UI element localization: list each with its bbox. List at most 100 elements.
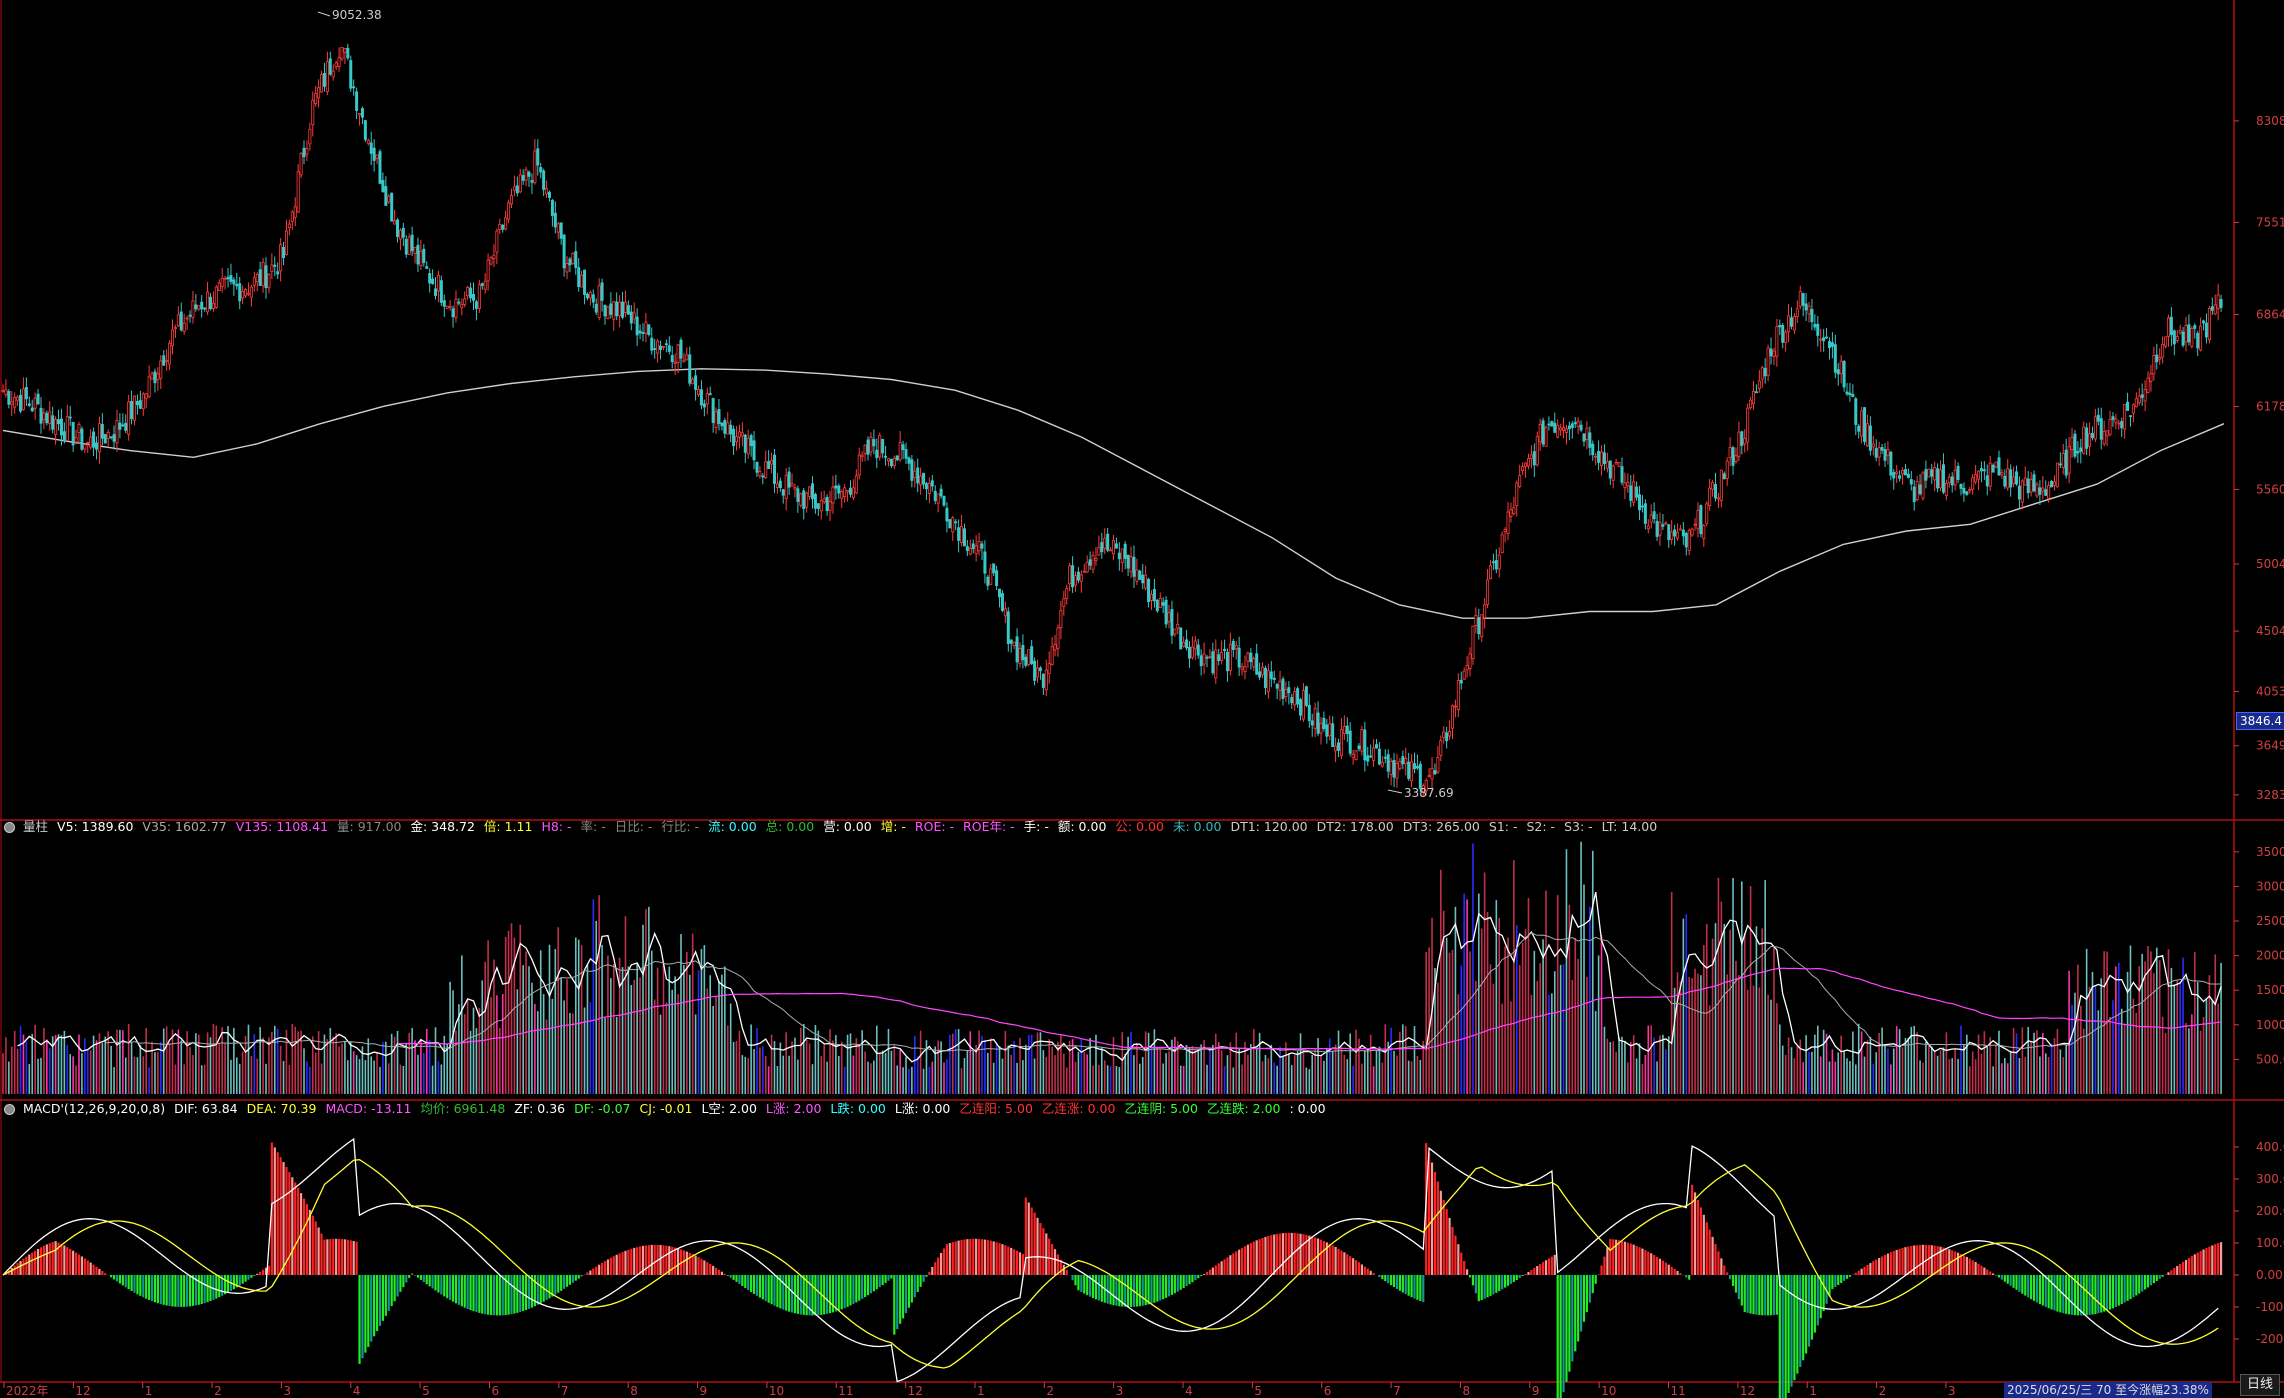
candle-body xyxy=(2073,433,2077,457)
candle-body xyxy=(518,174,522,193)
candle-body xyxy=(1977,470,1981,480)
candle-body xyxy=(2202,320,2206,324)
candle-body xyxy=(1939,469,1943,489)
period-tab-daily[interactable]: 日线 xyxy=(2240,1374,2280,1396)
high-marker-line xyxy=(317,11,331,17)
candle-body xyxy=(1486,579,1490,605)
candle-body xyxy=(1930,469,1934,477)
candle-body xyxy=(1240,666,1244,670)
candle-body xyxy=(279,244,283,272)
candle-body xyxy=(206,291,210,313)
candle-body xyxy=(2219,299,2223,308)
candle-body xyxy=(2146,377,2150,393)
candle-body xyxy=(1427,775,1431,777)
candle-body xyxy=(431,278,435,285)
candle-body xyxy=(1526,458,1530,467)
candle-body xyxy=(469,287,473,299)
candle-body xyxy=(311,99,315,126)
candle-body xyxy=(2175,336,2179,342)
indicator-toggle-icon[interactable] xyxy=(4,821,15,833)
candle-body xyxy=(547,191,551,198)
candle-body xyxy=(1903,469,1907,476)
candle-body xyxy=(1699,505,1703,535)
candle-body xyxy=(515,185,519,194)
candle-body xyxy=(527,171,531,177)
candle-body xyxy=(1205,656,1209,659)
candle-body xyxy=(1354,750,1358,760)
low-marker-line xyxy=(1387,789,1403,794)
candle-body xyxy=(1050,646,1054,666)
candle-body xyxy=(1503,528,1507,532)
candle-body xyxy=(1997,457,2001,476)
indicator-value: MACD: -13.11 xyxy=(325,1101,412,1116)
candle-body xyxy=(1401,756,1405,765)
volume-indicator-header[interactable]: 量柱 V5: 1389.60 V35: 1602.77 V135: 1108.41 量:… xyxy=(4,818,1657,836)
candle-body xyxy=(340,46,344,60)
candle-body xyxy=(948,519,952,529)
candle-body xyxy=(1678,528,1682,531)
macd-tick-label: 0.00 xyxy=(2256,1268,2283,1282)
candle-body xyxy=(2015,471,2019,485)
indicator-value: DEA: 70.39 xyxy=(246,1101,317,1116)
candle-body xyxy=(284,230,288,256)
candle-body xyxy=(1865,423,1869,447)
candle-body xyxy=(451,308,455,318)
moving-average-line xyxy=(2,368,2225,619)
candle-body xyxy=(813,494,817,509)
indicator-toggle-icon[interactable] xyxy=(4,1103,15,1115)
candle-body xyxy=(1538,424,1542,442)
candle-body xyxy=(661,346,665,348)
candle-body xyxy=(59,418,63,436)
candle-body xyxy=(83,444,87,450)
candle-body xyxy=(185,317,189,320)
candle-body xyxy=(2047,484,2051,499)
candle-body xyxy=(1646,525,1650,530)
date-tick-label: 5 xyxy=(422,1384,430,1398)
candle-body xyxy=(1088,559,1092,566)
candle-body xyxy=(705,393,709,405)
candle-body xyxy=(144,393,148,399)
macd-indicator-header[interactable]: MACD'(12,26,9,20,0,8) DIF: 63.84 DEA: 70.3… xyxy=(4,1100,1326,1118)
candle-body xyxy=(1936,468,1940,489)
candle-body xyxy=(1833,344,1837,373)
candle-body xyxy=(197,305,201,310)
candle-body xyxy=(1693,523,1697,526)
candle-body xyxy=(27,403,31,406)
candle-body xyxy=(1418,763,1422,790)
candle-body xyxy=(998,588,1002,598)
candle-body xyxy=(358,113,362,116)
candle-body xyxy=(553,212,557,228)
date-tick-label: 10 xyxy=(769,1384,784,1398)
candle-body xyxy=(65,416,69,442)
candle-body xyxy=(1322,717,1326,729)
candle-body xyxy=(1962,487,1966,494)
candle-body xyxy=(1535,436,1539,466)
candle-body xyxy=(1138,570,1142,580)
candle-body xyxy=(810,483,814,500)
candle-body xyxy=(1807,305,1811,315)
candle-body xyxy=(474,301,478,309)
candle-body xyxy=(770,459,774,465)
price-tick-label: 5004 xyxy=(2256,557,2284,571)
candle-body xyxy=(539,167,543,173)
candle-body xyxy=(1898,475,1902,479)
candle-body xyxy=(1471,625,1475,660)
candle-body xyxy=(150,373,154,380)
date-tick-label: 7 xyxy=(1393,1384,1401,1398)
candle-body xyxy=(2000,472,2004,476)
candle-body xyxy=(1129,556,1133,573)
candle-body xyxy=(1725,460,1729,479)
candle-body xyxy=(1985,475,1989,487)
candle-body xyxy=(2161,343,2165,358)
candle-body xyxy=(1477,618,1481,635)
candle-body xyxy=(1076,571,1080,581)
candle-body xyxy=(778,480,782,489)
candle-body xyxy=(1845,391,1849,395)
indicator-value: 额: 0.00 xyxy=(1057,819,1107,834)
date-tick-label: 3 xyxy=(1116,1384,1124,1398)
candle-body xyxy=(1082,570,1086,573)
candle-body xyxy=(936,493,940,504)
candle-body xyxy=(1614,462,1618,465)
candle-body xyxy=(1319,722,1323,734)
